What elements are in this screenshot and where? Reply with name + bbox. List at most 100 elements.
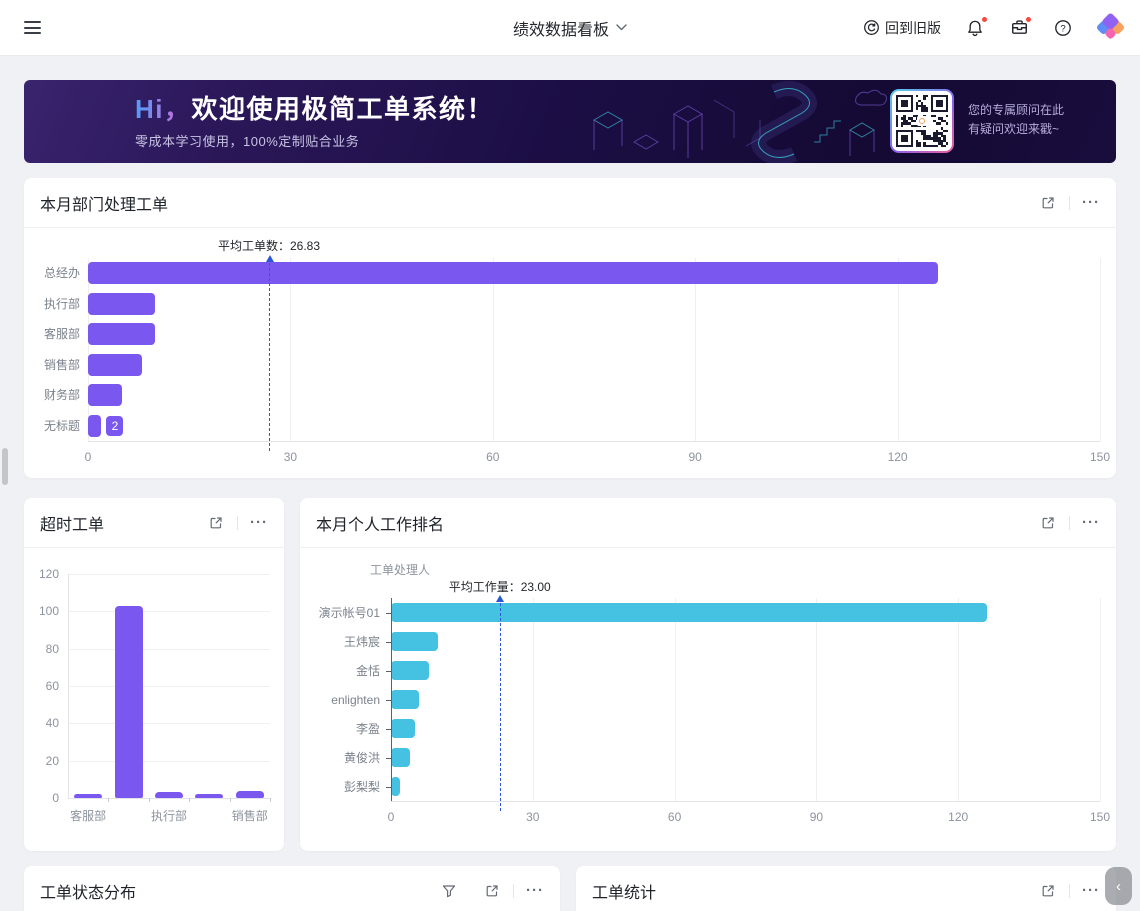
average-line: [269, 258, 270, 451]
divider: [1069, 515, 1070, 530]
filter-icon[interactable]: [440, 882, 458, 900]
bar: [74, 794, 103, 798]
y-axis-tick-label: 80: [45, 641, 59, 656]
bar: [391, 661, 429, 680]
card-title-status: 工单状态分布: [40, 884, 137, 902]
more-options-icon[interactable]: ···: [1082, 881, 1100, 899]
x-axis-tick-label: 60: [486, 450, 500, 464]
inbox-button[interactable]: [1009, 15, 1032, 38]
gridline: [68, 723, 270, 725]
expand-icon[interactable]: [207, 514, 225, 532]
card-status-distribution: 工单状态分布 ···: [24, 866, 560, 911]
y-axis-tick-label: 120: [38, 567, 59, 581]
category-label: 执行部: [43, 296, 80, 311]
notification-badge: [981, 15, 988, 23]
card-title-dept: 本月部门处理工单: [40, 196, 169, 214]
more-options-icon[interactable]: ···: [526, 881, 544, 899]
chevron-down-icon: [616, 24, 627, 31]
x-axis-tick: [229, 798, 231, 802]
back-to-old-version-button[interactable]: 回到旧版: [863, 18, 941, 38]
bar-value-badge: 2: [106, 415, 124, 436]
gridline: [68, 760, 270, 762]
average-line: [499, 598, 501, 811]
y-axis-tick-label: 40: [45, 716, 59, 731]
x-axis-tick-label: 120: [948, 810, 969, 824]
bar: [391, 603, 987, 622]
category-label: 彭梨梨: [343, 779, 380, 794]
divider: [1069, 883, 1070, 898]
more-options-icon[interactable]: ···: [1082, 193, 1100, 211]
x-axis-line: [68, 798, 270, 799]
expand-icon[interactable]: [1039, 194, 1057, 212]
scrollbar-thumb[interactable]: [2, 448, 8, 485]
dashboard-switcher[interactable]: 绩效数据看板: [513, 16, 627, 40]
help-button[interactable]: ?: [1053, 18, 1073, 38]
bar: [88, 323, 156, 346]
bar: [391, 719, 415, 738]
gridline: [68, 686, 270, 687]
gridline: [958, 598, 960, 801]
revert-icon: [864, 20, 879, 35]
x-axis-tick-label: 30: [526, 810, 540, 824]
gridline: [88, 258, 89, 441]
bar: [391, 632, 439, 651]
overtime-chart: 0 20 40 60 80 100 120 客服部 执行部 销售部: [24, 548, 284, 850]
collapse-panel-toggle[interactable]: ‹: [1105, 867, 1132, 905]
inbox-badge: [1025, 15, 1032, 23]
gridline: [674, 598, 676, 801]
card-title-overtime: 超时工单: [40, 516, 105, 534]
gridline: [68, 611, 270, 613]
card-dept-monthly: 本月部门处理工单 ··· 0 30 60 90 120 150 总经办 执行部 客服部 销售部 财务…: [24, 178, 1116, 478]
category-label: 财务部: [43, 388, 80, 403]
bar: [114, 605, 143, 798]
spacer: [470, 884, 471, 898]
banner-subtitle: 零成本学习使用，100%定制贴合业务: [135, 134, 360, 149]
category-label: 演示帐号01: [318, 605, 380, 620]
category-label: 销售部: [43, 357, 80, 372]
category-label: 黄俊洪: [343, 750, 380, 765]
more-options-icon[interactable]: ···: [1082, 513, 1100, 531]
x-axis-tick-label: 0: [84, 450, 92, 464]
banner-title: Hi，欢迎使用极简工单系统！: [135, 94, 495, 124]
bar: [235, 790, 264, 798]
x-axis-line: [391, 801, 1100, 802]
x-axis-tick-label: 客服部: [70, 809, 107, 823]
bar: [88, 384, 122, 407]
svg-text:?: ?: [1060, 23, 1065, 34]
more-options-icon[interactable]: ···: [250, 513, 268, 531]
expand-icon[interactable]: [1039, 514, 1057, 532]
category-label: 王炜宸: [343, 634, 380, 649]
gridline: [1100, 598, 1101, 801]
expand-icon[interactable]: [1039, 882, 1057, 900]
x-axis-tick: [108, 798, 110, 802]
average-line-label: 平均工单数：26.83: [217, 239, 321, 253]
bar: [88, 292, 156, 315]
average-line-arrow: [496, 595, 505, 602]
menu-icon[interactable]: [24, 21, 41, 34]
y-axis-tick: [386, 786, 391, 788]
dept-chart: 0 30 60 90 120 150 总经办 执行部 客服部 销售部 财务部 无标题 平均工单数：26.…: [24, 228, 1116, 477]
y-axis-line: [68, 574, 69, 798]
y-axis-tick: [386, 641, 391, 643]
gridline: [1100, 258, 1101, 441]
y-axis-tick-label: 100: [38, 604, 59, 619]
y-axis-tick: [386, 699, 391, 701]
chevron-left-icon: ‹: [1116, 877, 1121, 895]
page-title: 绩效数据看板: [512, 21, 610, 39]
welcome-banner: Hi，欢迎使用极简工单系统！ 零成本学习使用，100%定制贴合业务 您的专属顾问…: [24, 80, 1116, 163]
y-axis-name: 工单处理人: [369, 563, 431, 577]
gridline: [816, 598, 818, 801]
category-label: 无标题: [43, 418, 80, 433]
bar: [88, 262, 939, 285]
bar: [88, 414, 102, 437]
notifications-button[interactable]: [965, 15, 988, 38]
expand-icon[interactable]: [483, 882, 501, 900]
bar: [391, 748, 410, 767]
bar: [195, 794, 224, 798]
x-axis-tick-label: 150: [1089, 450, 1111, 464]
x-axis-tick: [270, 798, 271, 802]
category-label: 总经办: [43, 266, 80, 281]
qr-caption: 您的专属顾问在此 有疑问欢迎来戳~: [968, 103, 1065, 136]
app-logo[interactable]: [1095, 12, 1126, 41]
card-personal-ranking: 本月个人工作排名 ··· 0 30 60 90 120 150 演示帐号01 王炜宸 金恬 enl…: [300, 498, 1116, 851]
